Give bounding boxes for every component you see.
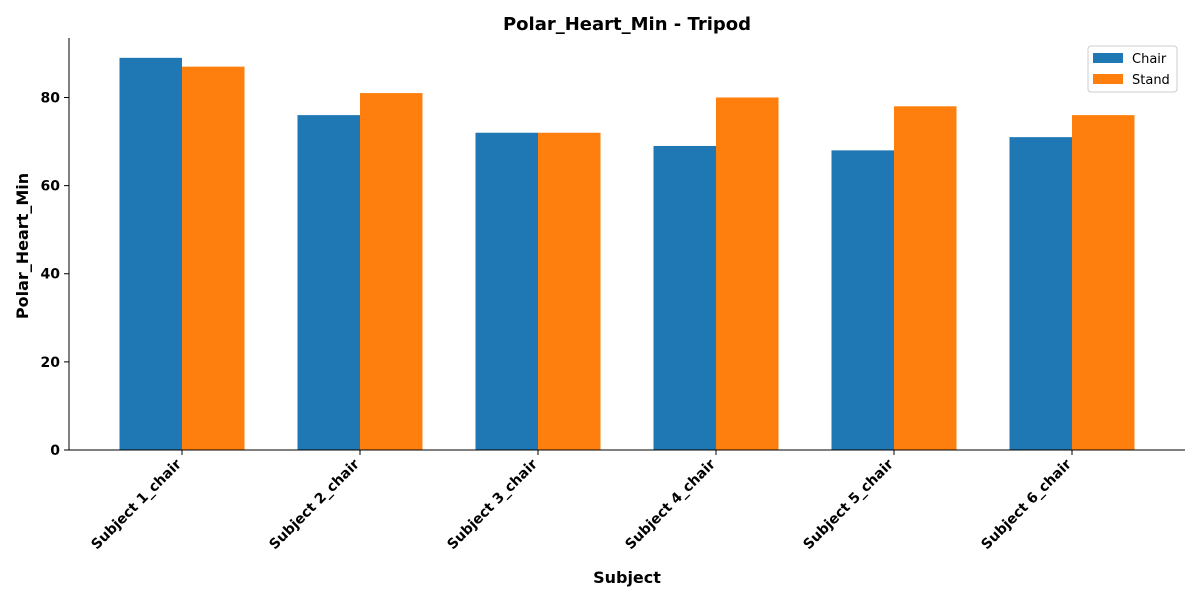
legend: Chair Stand [1087, 45, 1178, 93]
bars-layer [119, 57, 1135, 451]
chart-title: Polar_Heart_Min - Tripod [503, 14, 751, 35]
x-ticks: Subject 1_chair Subject 2_chair Subject 3_… [88, 450, 1075, 553]
y-tick-label: 20 [41, 355, 61, 371]
bar-stand-1 [182, 66, 245, 450]
x-tick-label: Subject 1_chair [88, 456, 185, 553]
x-tick-label: Subject 5_chair [800, 456, 897, 553]
y-tick-label: 0 [50, 443, 60, 459]
bar-stand-5 [894, 106, 957, 450]
bar-chair-3 [475, 132, 538, 450]
legend-label-stand: Stand [1132, 73, 1170, 88]
axes-layer [68, 38, 1185, 451]
bar-chair-4 [653, 145, 716, 450]
y-tick-label: 80 [41, 90, 61, 106]
x-axis-label: Subject [593, 568, 661, 587]
y-tick-label: 60 [41, 179, 61, 195]
x-tick-label: Subject 3_chair [444, 456, 541, 553]
legend-label-chair: Chair [1132, 52, 1167, 67]
x-tick-label: Subject 4_chair [622, 456, 719, 553]
bar-chair-6 [1009, 137, 1072, 450]
bar-chair-1 [119, 57, 182, 450]
y-ticks: 0 20 40 60 80 [41, 90, 69, 459]
legend-swatch-stand [1093, 74, 1123, 84]
bar-stand-3 [538, 132, 601, 450]
y-axis-label: Polar_Heart_Min [13, 173, 32, 319]
bar-stand-4 [716, 97, 779, 450]
legend-swatch-chair [1093, 53, 1123, 63]
x-tick-label: Subject 2_chair [266, 456, 363, 553]
bar-chair-5 [831, 150, 894, 450]
bar-stand-6 [1072, 115, 1135, 450]
bar-stand-2 [360, 93, 423, 451]
x-tick-label: Subject 6_chair [978, 456, 1075, 553]
bar-chair-2 [297, 115, 360, 450]
y-tick-label: 40 [41, 267, 61, 283]
